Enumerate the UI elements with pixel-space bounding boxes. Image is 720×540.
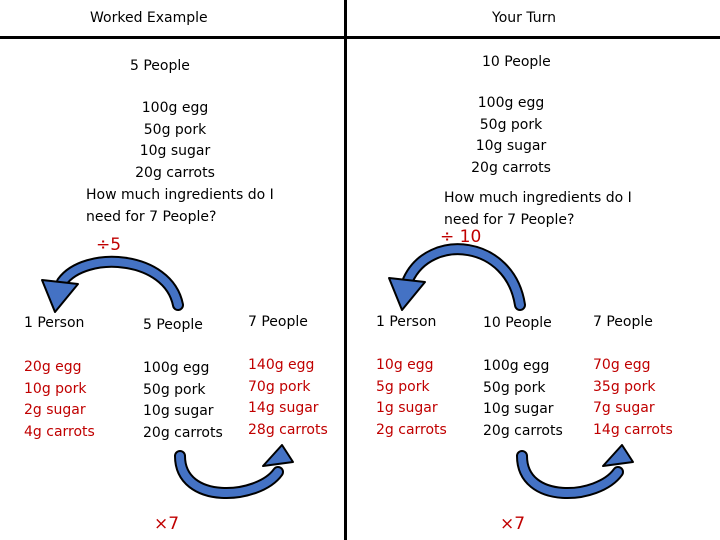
list-item: 20g egg [24,359,82,375]
right-col2-list: 100g egg 50g pork 10g sugar 20g carrots [483,356,563,442]
question-line: need for 7 People? [86,208,217,225]
list-item: 50g pork [143,381,206,398]
right-divide-arrow-icon [388,243,526,311]
left-multiply-arrow-icon [174,444,294,500]
center-divider [344,0,347,540]
right-multiply-label: ×7 [500,514,526,534]
left-question: How much ingredients do I need for 7 Peo… [86,185,274,228]
list-item: 14g carrots [593,421,673,438]
list-item: 20g carrots [483,422,563,439]
list-item: 5g pork [376,378,430,395]
ingredient-item: 10g sugar [139,143,211,159]
left-col2-list: 100g egg 50g pork 10g sugar 20g carrots [143,358,223,444]
your-turn-header: Your Turn [492,10,557,26]
worked-example-header: Worked Example [90,10,208,26]
list-item: 7g sugar [593,400,655,416]
left-divide-arrow-icon [41,255,184,313]
list-item: 2g carrots [376,421,447,438]
list-item: 4g carrots [24,423,95,440]
right-multiply-arrow-icon [516,444,634,500]
right-col1-list: 10g egg 5g pork 1g sugar 2g carrots [376,355,447,441]
right-people-count: 10 People [482,54,551,70]
question-line: need for 7 People? [444,211,575,228]
left-col1-head: 1 Person [24,315,85,331]
right-col3-head: 7 People [593,314,653,330]
question-line: How much ingredients do I [86,187,274,203]
list-item: 28g carrots [248,421,328,438]
ingredient-item: 50g pork [143,121,207,138]
ingredient-item: 50g pork [479,116,543,133]
left-col2-head: 5 People [143,317,203,333]
left-multiply-label: ×7 [154,514,180,534]
list-item: 10g pork [24,380,87,397]
right-col2-head: 10 People [483,315,552,331]
ingredient-item: 20g carrots [471,159,551,176]
list-item: 50g pork [483,379,546,396]
ingredient-item: 10g sugar [475,138,547,154]
list-item: 100g egg [483,358,550,374]
header-divider [0,36,720,39]
left-ingredient-list: 100g egg 50g pork 10g sugar 20g carrots [100,98,250,184]
right-divide-label: ÷ 10 [440,227,482,247]
right-ingredient-list: 100g egg 50g pork 10g sugar 20g carrots [446,93,576,179]
list-item: 10g egg [376,357,434,373]
list-item: 14g sugar [248,400,319,416]
left-col1-list: 20g egg 10g pork 2g sugar 4g carrots [24,357,95,443]
list-item: 35g pork [593,378,656,395]
list-item: 20g carrots [143,424,223,441]
list-item: 10g sugar [483,401,554,417]
right-col1-head: 1 Person [376,314,437,330]
list-item: 10g sugar [143,403,214,419]
list-item: 70g egg [593,357,651,373]
ingredient-item: 100g egg [141,100,209,116]
ingredient-item: 100g egg [477,95,545,111]
list-item: 100g egg [143,360,210,376]
list-item: 1g sugar [376,400,438,416]
right-col3-list: 70g egg 35g pork 7g sugar 14g carrots [593,355,673,441]
question-line: How much ingredients do I [444,190,632,206]
list-item: 2g sugar [24,402,86,418]
left-col3-list: 140g egg 70g pork 14g sugar 28g carrots [248,355,328,441]
list-item: 70g pork [248,378,311,395]
right-question: How much ingredients do I need for 7 Peo… [444,188,632,231]
list-item: 140g egg [248,357,315,373]
ingredient-item: 20g carrots [135,164,215,181]
left-divide-label: ÷5 [96,235,122,255]
left-col3-head: 7 People [248,314,308,330]
left-people-count: 5 People [130,58,190,74]
